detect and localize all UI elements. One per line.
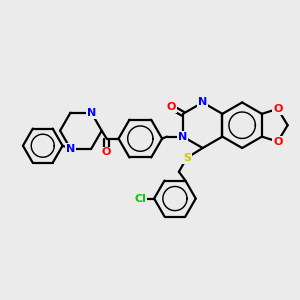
Text: Cl: Cl <box>134 194 146 203</box>
Text: N: N <box>66 144 75 154</box>
Text: O: O <box>273 136 282 147</box>
Text: O: O <box>166 102 176 112</box>
Text: O: O <box>273 104 282 114</box>
Text: S: S <box>183 153 191 163</box>
Text: N: N <box>178 132 188 142</box>
Text: N: N <box>87 108 96 118</box>
Text: O: O <box>102 148 111 158</box>
Text: N: N <box>198 98 207 107</box>
